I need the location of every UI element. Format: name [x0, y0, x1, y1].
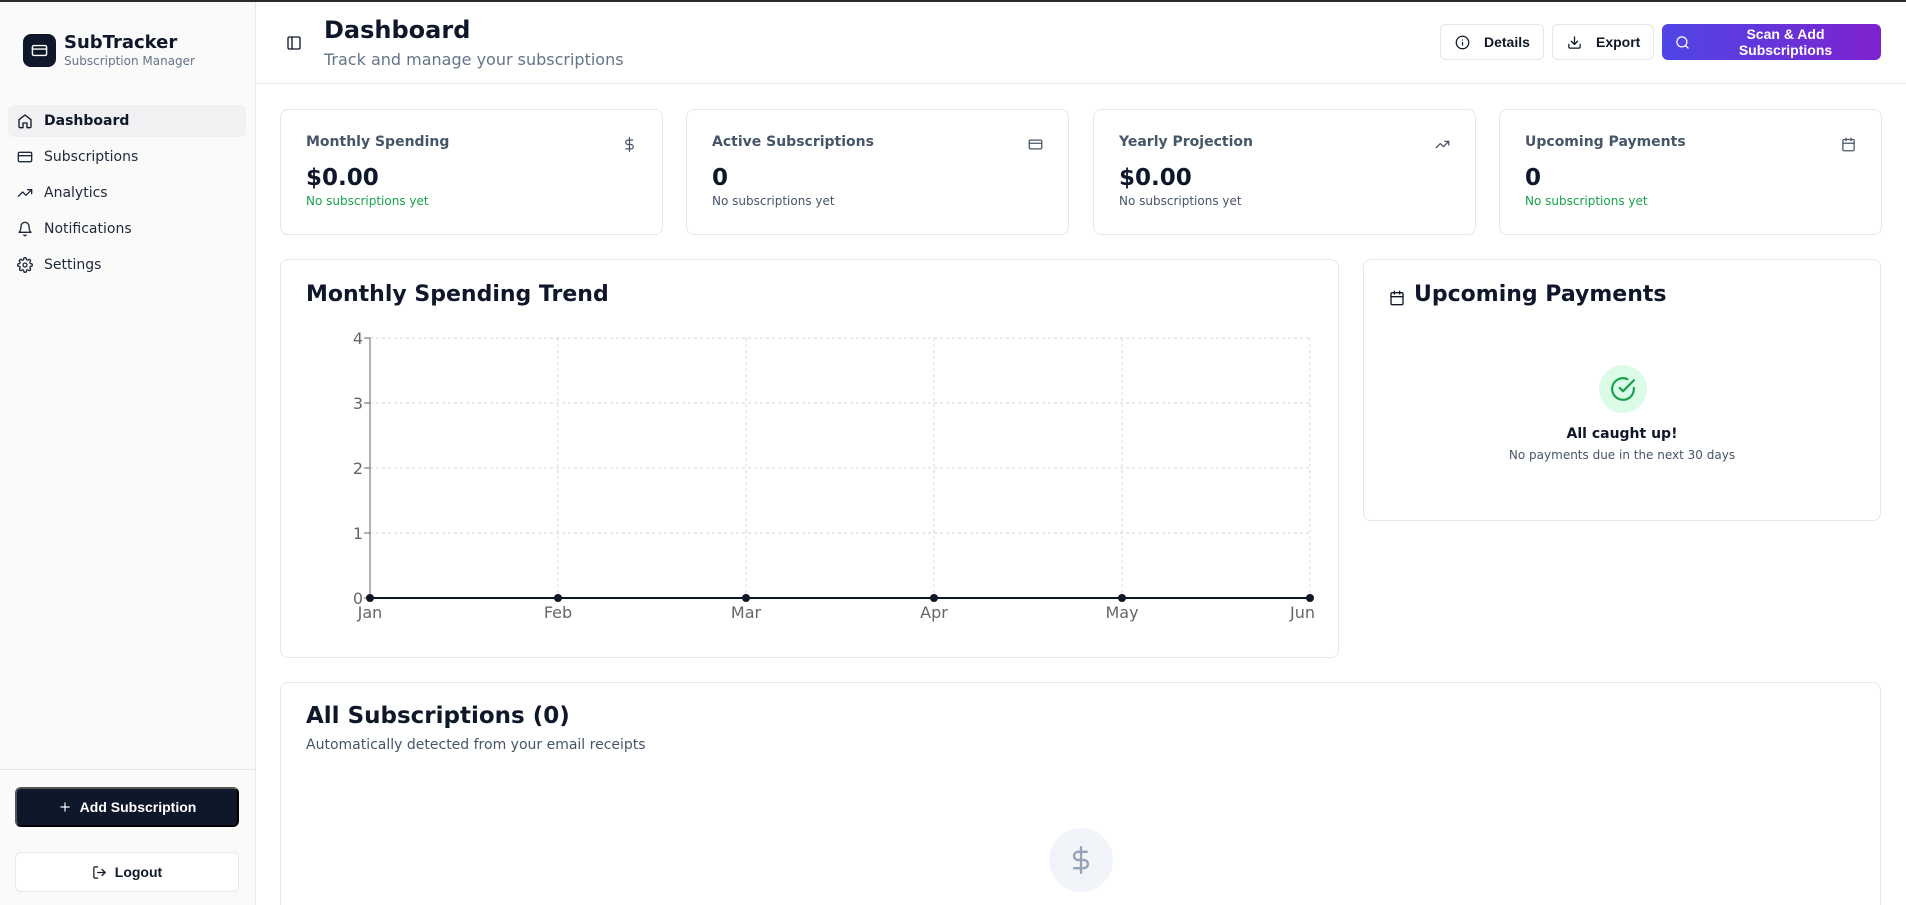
trending-up-icon — [17, 185, 33, 201]
logout-icon — [92, 865, 107, 880]
sidebar-item-label: Subscriptions — [44, 149, 139, 165]
sidebar-item-analytics[interactable]: Analytics — [8, 177, 246, 209]
sidebar-item-settings[interactable]: Settings — [8, 249, 246, 281]
check-circle-icon — [1599, 365, 1647, 413]
calendar-icon — [1841, 137, 1856, 152]
upcoming-payments-card: Upcoming Payments All caught up! No paym… — [1363, 259, 1881, 521]
plus-icon — [58, 800, 72, 814]
sidebar-nav: Dashboard Subscriptions Analytics Notifi… — [8, 105, 246, 285]
all-subscriptions-card: All Subscriptions (0) Automatically dete… — [280, 682, 1881, 905]
sidebar: SubTracker Subscription Manager Dashboar… — [0, 2, 256, 905]
y-tick-label: 2 — [353, 459, 363, 478]
sidebar-item-notifications[interactable]: Notifications — [8, 213, 246, 245]
add-subscription-label: Add Subscription — [79, 799, 197, 815]
info-icon — [1455, 35, 1470, 50]
dollar-icon — [622, 137, 637, 152]
stat-value: $0.00 — [1119, 165, 1192, 191]
sidebar-item-label: Settings — [44, 257, 102, 273]
calendar-icon — [1389, 290, 1405, 306]
all-subscriptions-subtitle: Automatically detected from your email r… — [306, 737, 646, 753]
page-header: Dashboard Track and manage your subscrip… — [256, 2, 1906, 84]
page-subtitle: Track and manage your subscriptions — [324, 50, 624, 69]
logout-button[interactable]: Logout — [15, 852, 239, 892]
sidebar-toggle-icon[interactable] — [286, 35, 302, 51]
empty-state-subtitle: No payments due in the next 30 days — [1508, 448, 1736, 462]
stat-value: 0 — [712, 165, 729, 191]
x-tick-label: Feb — [544, 603, 572, 622]
sidebar-item-label: Analytics — [44, 185, 108, 201]
stat-label: Monthly Spending — [306, 134, 450, 150]
stat-card-yearly-projection: Yearly Projection $0.00 No subscriptions… — [1093, 109, 1476, 235]
stat-note: No subscriptions yet — [306, 194, 429, 208]
stat-card-upcoming-payments: Upcoming Payments 0 No subscriptions yet — [1499, 109, 1882, 235]
stat-label: Active Subscriptions — [712, 134, 874, 150]
y-tick-label: 0 — [353, 589, 363, 608]
brand[interactable]: SubTracker Subscription Manager — [23, 32, 195, 69]
all-subscriptions-title: All Subscriptions (0) — [306, 703, 570, 729]
credit-card-icon — [1028, 137, 1043, 152]
sidebar-item-subscriptions[interactable]: Subscriptions — [8, 141, 246, 173]
stat-note: No subscriptions yet — [1119, 194, 1242, 208]
credit-card-icon — [17, 149, 33, 165]
sidebar-item-label: Notifications — [44, 221, 132, 237]
empty-state-title: All caught up! — [1566, 426, 1678, 442]
stat-note: No subscriptions yet — [1525, 194, 1648, 208]
scan-add-label: Scan & Add Subscriptions — [1738, 26, 1833, 58]
chart-title: Monthly Spending Trend — [306, 282, 609, 307]
add-subscription-button[interactable]: Add Subscription — [15, 787, 239, 827]
logout-label: Logout — [114, 864, 163, 880]
data-point — [742, 594, 750, 602]
monthly-spending-trend-card: Monthly Spending Trend 0 1 2 3 4 Jan Feb Mar Apr… — [280, 259, 1339, 658]
stat-value: $0.00 — [306, 165, 379, 191]
stat-label: Upcoming Payments — [1525, 134, 1686, 150]
details-button[interactable]: Details — [1440, 24, 1544, 60]
sidebar-item-dashboard[interactable]: Dashboard — [8, 105, 246, 137]
y-tick-label: 1 — [353, 524, 363, 543]
sidebar-item-label: Dashboard — [44, 113, 130, 129]
y-tick-label: 3 — [353, 394, 363, 413]
export-label: Export — [1596, 34, 1641, 50]
brand-logo-icon — [23, 34, 56, 67]
stat-label: Yearly Projection — [1119, 134, 1253, 150]
brand-name: SubTracker — [64, 32, 178, 53]
upcoming-title: Upcoming Payments — [1414, 282, 1667, 307]
y-tick-label: 4 — [353, 329, 363, 348]
gear-icon — [17, 257, 33, 273]
sidebar-footer: Add Subscription Logout — [0, 769, 255, 905]
search-icon — [1675, 35, 1690, 50]
data-point — [1118, 594, 1126, 602]
scan-add-subscriptions-button[interactable]: Scan & Add Subscriptions — [1662, 24, 1881, 60]
stat-value: 0 — [1525, 165, 1542, 191]
stat-card-active-subscriptions: Active Subscriptions 0 No subscriptions … — [686, 109, 1069, 235]
trending-up-icon — [1435, 137, 1450, 152]
x-tick-label: Jan — [357, 603, 383, 622]
spending-trend-chart: 0 1 2 3 4 Jan Feb Mar Apr May Jun — [353, 329, 1315, 622]
download-icon — [1567, 35, 1582, 50]
export-button[interactable]: Export — [1552, 24, 1654, 60]
x-tick-label: Mar — [731, 603, 762, 622]
x-tick-label: Apr — [920, 603, 948, 622]
dollar-icon — [1049, 828, 1113, 892]
details-label: Details — [1484, 34, 1530, 50]
data-point — [930, 594, 938, 602]
stat-note: No subscriptions yet — [712, 194, 835, 208]
data-point — [366, 594, 374, 602]
brand-subtitle: Subscription Manager — [64, 54, 195, 68]
page-title: Dashboard — [324, 16, 471, 44]
bell-icon — [17, 221, 33, 237]
home-icon — [17, 113, 33, 129]
x-tick-label: May — [1105, 603, 1138, 622]
stat-card-monthly-spending: Monthly Spending $0.00 No subscriptions … — [280, 109, 663, 235]
x-tick-label: Jun — [1289, 603, 1315, 622]
data-point — [554, 594, 562, 602]
data-point — [1306, 594, 1314, 602]
